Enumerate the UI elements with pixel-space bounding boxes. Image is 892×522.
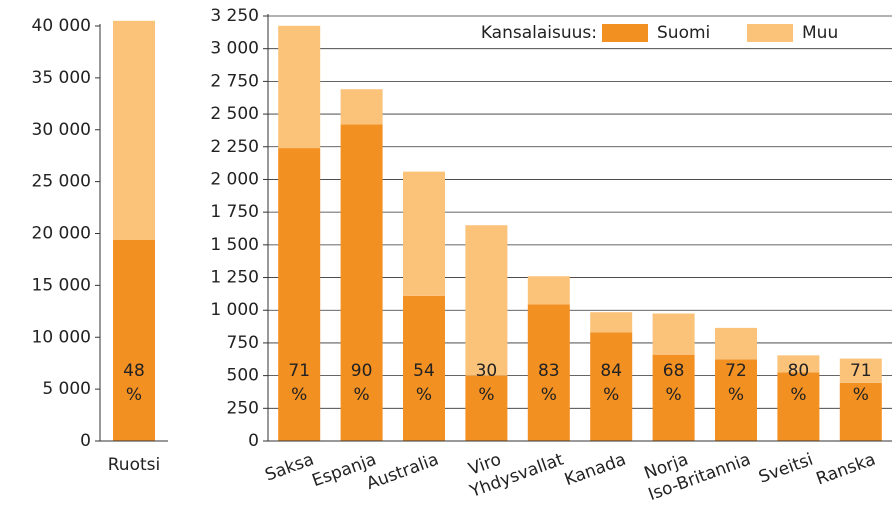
- y-tick-label: 35 000: [32, 68, 91, 88]
- bar-segment: [278, 148, 321, 442]
- share-unit: %: [354, 385, 370, 405]
- y-tick-label: 1 500: [210, 235, 259, 255]
- bar-segment: [340, 124, 383, 442]
- share-label: 80: [788, 361, 810, 381]
- bar-segment: [527, 276, 570, 305]
- bar-segment: [839, 358, 882, 383]
- y-tick-label: 250: [227, 398, 259, 418]
- bar-segment: [652, 354, 695, 441]
- bar-segment: [278, 25, 321, 149]
- y-tick-label: 15 000: [32, 275, 91, 295]
- bar-segment: [777, 355, 820, 373]
- bar-segment: [113, 20, 155, 240]
- y-tick-label: 750: [227, 333, 259, 353]
- x-tick-label: Sveitsi: [756, 450, 816, 488]
- legend-swatch: [747, 24, 793, 42]
- share-unit: %: [728, 385, 744, 405]
- bar-segment: [652, 313, 695, 355]
- share-unit: %: [416, 385, 432, 405]
- share-unit: %: [603, 385, 619, 405]
- legend-title: Kansalaisuus:: [481, 23, 597, 43]
- share-unit: %: [291, 385, 307, 405]
- bar-segment: [340, 89, 383, 125]
- y-tick-label: 0: [80, 431, 91, 451]
- legend-background: [450, 19, 890, 46]
- y-tick-label: 1 250: [210, 268, 259, 288]
- y-tick-label: 40 000: [32, 16, 91, 36]
- y-tick-label: 30 000: [32, 120, 91, 140]
- legend-label: Muu: [802, 23, 838, 43]
- share-label: 72: [725, 361, 747, 381]
- y-tick-label: 2 250: [210, 137, 259, 157]
- bar-segment: [465, 375, 508, 441]
- x-tick-label: Saksa: [262, 450, 316, 486]
- bar-segment: [113, 239, 155, 441]
- x-tick-label: Ranska: [814, 450, 879, 490]
- x-tick-label: Kanada: [562, 450, 629, 491]
- share-unit: %: [666, 385, 682, 405]
- share-unit: %: [853, 385, 869, 405]
- share-label: 54: [413, 361, 435, 381]
- y-tick-label: 2 750: [210, 71, 259, 91]
- x-tick-label: Ruotsi: [108, 455, 160, 475]
- bar-segment: [403, 295, 445, 441]
- bar-segment: [777, 372, 820, 441]
- bar-segment: [465, 225, 508, 376]
- bar-segment: [715, 359, 757, 441]
- share-label: 48: [123, 361, 145, 381]
- y-tick-label: 3 250: [210, 6, 259, 26]
- y-tick-label: 500: [227, 366, 259, 386]
- share-label: 71: [850, 361, 872, 381]
- bar-segment: [715, 327, 757, 360]
- bar-segment: [403, 171, 445, 296]
- legend-swatch: [602, 24, 648, 42]
- share-label: 84: [600, 361, 622, 381]
- bar-segment: [839, 382, 882, 441]
- share-label: 71: [288, 361, 310, 381]
- legend-label: Suomi: [657, 23, 710, 43]
- y-tick-label: 2 500: [210, 104, 259, 124]
- bar-segment: [590, 312, 633, 333]
- y-tick-label: 1 750: [210, 202, 259, 222]
- share-unit: %: [790, 385, 806, 405]
- x-tick-label: Australia: [364, 450, 442, 495]
- share-unit: %: [478, 385, 494, 405]
- y-tick-label: 1 000: [210, 300, 259, 320]
- share-label: 83: [538, 361, 560, 381]
- y-tick-label: 25 000: [32, 172, 91, 192]
- share-label: 90: [351, 361, 373, 381]
- y-tick-label: 0: [248, 431, 259, 451]
- y-tick-label: 20 000: [32, 224, 91, 244]
- share-unit: %: [126, 385, 142, 405]
- y-tick-label: 3 000: [210, 39, 259, 59]
- y-tick-label: 2 000: [210, 169, 259, 189]
- share-label: 68: [663, 361, 685, 381]
- y-tick-label: 5 000: [42, 379, 91, 399]
- bar-segment: [527, 304, 570, 441]
- y-tick-label: 10 000: [32, 327, 91, 347]
- share-unit: %: [541, 385, 557, 405]
- share-label: 30: [476, 361, 498, 381]
- bar-segment: [590, 332, 633, 441]
